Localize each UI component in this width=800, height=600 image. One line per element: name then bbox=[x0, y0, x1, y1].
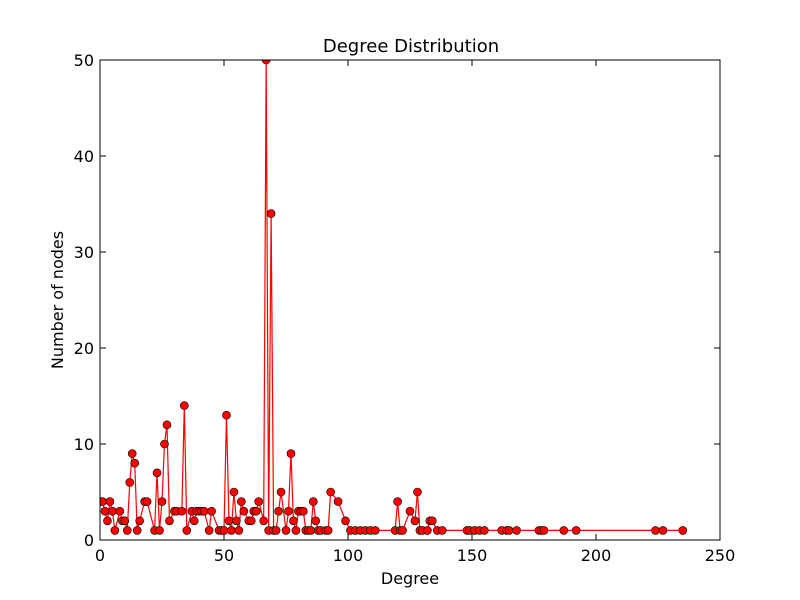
data-point bbox=[291, 526, 301, 535]
data-point bbox=[130, 458, 140, 468]
x-tick-label: 250 bbox=[705, 546, 736, 565]
data-point bbox=[289, 516, 298, 526]
data-point bbox=[182, 526, 192, 535]
data-point bbox=[222, 410, 231, 420]
y-tick-label: 40 bbox=[74, 147, 94, 166]
data-point bbox=[393, 497, 402, 506]
data-point bbox=[341, 516, 350, 526]
data-point bbox=[108, 506, 117, 516]
data-point bbox=[323, 526, 333, 535]
data-point bbox=[299, 506, 308, 516]
data-point bbox=[152, 468, 162, 478]
data-point bbox=[286, 449, 296, 458]
data-point bbox=[246, 516, 256, 526]
data-point bbox=[559, 526, 569, 535]
data-point bbox=[100, 506, 110, 516]
x-tick-label: 150 bbox=[457, 546, 488, 565]
data-point bbox=[125, 478, 135, 487]
data-point bbox=[180, 401, 189, 410]
data-point bbox=[204, 526, 214, 535]
data-point bbox=[276, 487, 286, 497]
data-point bbox=[274, 506, 283, 516]
data-point bbox=[207, 506, 216, 516]
data-point bbox=[229, 487, 239, 497]
data-point bbox=[405, 506, 415, 516]
data-point bbox=[165, 516, 174, 526]
data-point bbox=[219, 526, 229, 535]
data-point bbox=[177, 506, 187, 516]
data-point bbox=[678, 526, 688, 535]
plot-frame bbox=[99, 59, 721, 541]
data-point bbox=[306, 526, 316, 535]
data-point bbox=[651, 526, 660, 535]
plot-area bbox=[100, 60, 688, 535]
data-point bbox=[135, 516, 144, 526]
y-tick-label: 0 bbox=[84, 531, 94, 550]
data-point bbox=[480, 526, 489, 535]
data-point bbox=[232, 516, 241, 526]
data-point bbox=[224, 516, 234, 526]
y-tick-label: 30 bbox=[74, 243, 94, 262]
data-point bbox=[437, 526, 447, 535]
data-point bbox=[199, 506, 209, 516]
data-point bbox=[571, 526, 581, 535]
data-point bbox=[326, 487, 335, 497]
data-point bbox=[115, 506, 125, 516]
data-point bbox=[132, 526, 142, 535]
y-axis-label: Number of nodes bbox=[48, 231, 67, 369]
data-point bbox=[259, 516, 268, 526]
data-point bbox=[423, 526, 432, 535]
data-point bbox=[239, 506, 249, 516]
data-point bbox=[410, 516, 420, 526]
data-point bbox=[658, 526, 668, 535]
data-point bbox=[413, 487, 422, 497]
data-point bbox=[142, 497, 152, 506]
data-point bbox=[155, 526, 164, 535]
data-point bbox=[160, 439, 169, 449]
data-point bbox=[105, 497, 115, 506]
y-tick-label: 10 bbox=[74, 435, 94, 454]
x-tick-label: 50 bbox=[214, 546, 234, 565]
x-tick-label: 200 bbox=[581, 546, 612, 565]
data-point bbox=[189, 516, 199, 526]
data-point bbox=[512, 526, 521, 535]
data-point bbox=[428, 516, 437, 526]
data-point bbox=[333, 497, 343, 506]
data-point bbox=[162, 420, 172, 430]
data-point bbox=[120, 516, 130, 526]
data-point bbox=[127, 449, 137, 458]
y-tick-label: 20 bbox=[74, 339, 94, 358]
data-point bbox=[398, 526, 407, 535]
data-point bbox=[261, 60, 271, 65]
x-axis-label: Degree bbox=[381, 569, 439, 588]
data-point bbox=[237, 497, 246, 506]
data-point bbox=[504, 526, 514, 535]
data-point bbox=[251, 506, 261, 516]
data-point bbox=[110, 526, 120, 535]
data-point bbox=[157, 497, 167, 506]
data-point bbox=[254, 497, 264, 506]
data-point bbox=[370, 526, 380, 535]
data-point bbox=[103, 516, 112, 526]
data-point bbox=[266, 209, 276, 218]
data-point bbox=[311, 516, 321, 526]
data-point bbox=[284, 506, 293, 516]
axis-ticks: 0 50 100 150 200 250 0 10 20 30 40 50 bbox=[74, 51, 736, 565]
data-point bbox=[308, 497, 318, 506]
chart-title: Degree Distribution bbox=[323, 36, 499, 57]
data-point bbox=[539, 526, 549, 535]
x-tick-label: 0 bbox=[95, 546, 105, 565]
x-tick-label: 100 bbox=[333, 546, 364, 565]
data-point bbox=[122, 526, 132, 535]
data-point bbox=[227, 526, 236, 535]
data-point bbox=[271, 526, 281, 535]
data-point bbox=[234, 526, 244, 535]
y-tick-label: 50 bbox=[74, 51, 94, 70]
data-point bbox=[281, 526, 291, 535]
